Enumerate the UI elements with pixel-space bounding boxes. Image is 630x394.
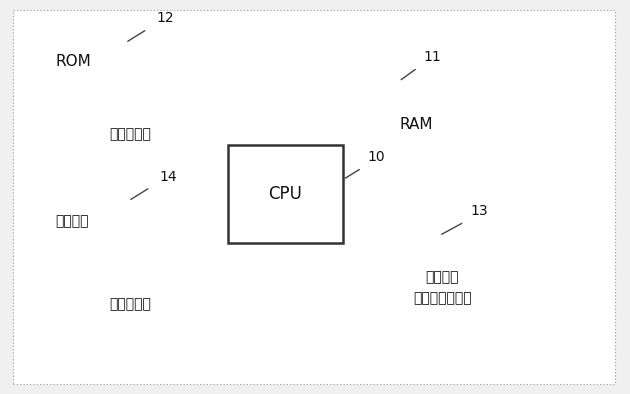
Text: CPU: CPU bbox=[268, 185, 302, 203]
Text: RAM: RAM bbox=[399, 117, 433, 132]
Text: 12: 12 bbox=[156, 11, 174, 25]
Bar bbox=[57, 100, 203, 168]
Text: 11: 11 bbox=[424, 50, 442, 64]
Text: プログラム: プログラム bbox=[109, 127, 151, 141]
Bar bbox=[42, 46, 219, 184]
Text: ROM: ROM bbox=[56, 54, 91, 69]
Bar bbox=[42, 208, 219, 353]
Text: 14: 14 bbox=[159, 169, 177, 184]
Bar bbox=[228, 145, 343, 243]
Text: 13: 13 bbox=[471, 204, 488, 218]
Bar bbox=[343, 243, 542, 346]
Text: 記憶媒体: 記憶媒体 bbox=[56, 214, 89, 229]
Bar bbox=[343, 91, 489, 158]
Bar bbox=[57, 270, 203, 338]
Text: 外部接続
インタフェース: 外部接続 インタフェース bbox=[413, 270, 472, 305]
Text: プログラム: プログラム bbox=[109, 297, 151, 311]
Text: 10: 10 bbox=[368, 150, 386, 164]
